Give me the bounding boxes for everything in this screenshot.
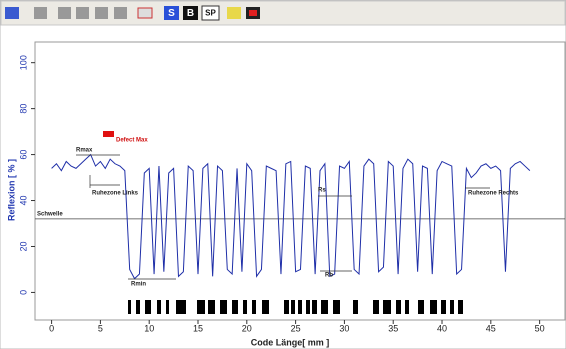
tool-button[interactable] [227, 7, 241, 19]
button-label[interactable]: B [187, 8, 194, 19]
x-tick-label: 20 [242, 323, 252, 333]
toolbar-icons [5, 5, 260, 21]
tool-button[interactable] [137, 7, 153, 19]
tool-button[interactable] [34, 7, 47, 19]
y-tick-label: 0 [18, 290, 28, 295]
annotation: Ruhezone Rechts [468, 191, 519, 197]
x-tick-label: 15 [193, 323, 203, 333]
button-label[interactable]: SP [205, 9, 216, 18]
annotation: Rs [318, 188, 326, 194]
annotation: Rmin [131, 282, 146, 288]
plot-area [34, 41, 566, 321]
y-tick-label: 100 [18, 55, 28, 70]
reflectance-line [51, 153, 531, 280]
y-axis-title: Reflexion [ % ] [6, 159, 16, 221]
x-tick-label: 25 [291, 323, 301, 333]
x-tick-label: 45 [486, 323, 496, 333]
tool-icon [249, 10, 257, 16]
tool-button[interactable] [58, 7, 71, 19]
x-tick-label: 30 [339, 323, 349, 333]
button-sp[interactable] [201, 5, 220, 21]
x-tick-label: 40 [437, 323, 447, 333]
tool-button[interactable] [76, 7, 89, 19]
y-tick-label: 60 [18, 150, 28, 160]
tool-button[interactable] [114, 7, 127, 19]
button-s[interactable] [164, 6, 179, 20]
annotation: Rmax [76, 148, 93, 154]
x-axis-title: Code Länge[ mm ] [251, 337, 330, 347]
annotation: Schwelle [37, 212, 63, 218]
y-tick-label: 40 [18, 196, 28, 206]
y-tick-label: 20 [18, 241, 28, 251]
button-b[interactable] [183, 6, 198, 20]
annotation: Rb [325, 273, 333, 279]
barcode [128, 300, 463, 314]
tool-button[interactable] [95, 7, 108, 19]
defect-marker [103, 131, 114, 137]
x-tick-label: 50 [535, 323, 545, 333]
button-label[interactable]: S [168, 8, 175, 19]
x-tick-label: 35 [388, 323, 398, 333]
annotation: Defect Max [116, 138, 148, 144]
annotation: Ruhezone Links [92, 191, 139, 197]
x-tick-label: 10 [144, 323, 154, 333]
y-tick-label: 80 [18, 104, 28, 114]
x-tick-label: 0 [49, 323, 54, 333]
x-tick-label: 5 [98, 323, 103, 333]
nav-button[interactable] [5, 7, 19, 19]
